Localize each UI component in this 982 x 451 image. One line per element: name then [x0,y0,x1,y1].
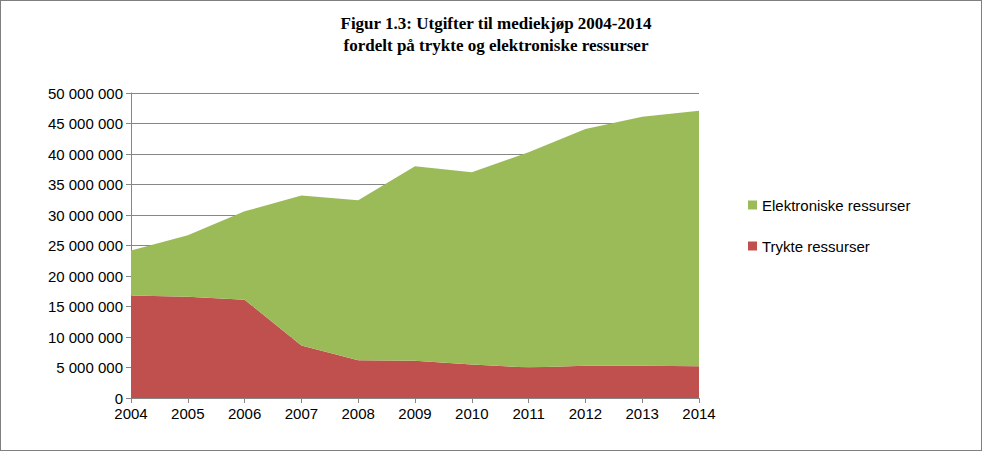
svg-text:15 000 000: 15 000 000 [48,298,123,315]
svg-text:Figur 1.3: Utgifter til mediek: Figur 1.3: Utgifter til mediekjøp 2004-2… [341,14,652,33]
svg-text:30 000 000: 30 000 000 [48,207,123,224]
svg-text:Elektroniske ressurser: Elektroniske ressurser [762,197,910,214]
svg-text:20 000 000: 20 000 000 [48,268,123,285]
svg-text:10 000 000: 10 000 000 [48,329,123,346]
svg-text:25 000 000: 25 000 000 [48,237,123,254]
svg-text:2014: 2014 [682,405,715,422]
svg-text:2008: 2008 [342,405,375,422]
svg-text:5 000 000: 5 000 000 [56,359,123,376]
svg-text:50 000 000: 50 000 000 [48,85,123,102]
svg-text:Trykte ressurser: Trykte ressurser [762,238,870,255]
svg-text:fordelt på trykte og elektroni: fordelt på trykte og elektroniske ressur… [344,36,649,55]
svg-text:2005: 2005 [171,405,204,422]
svg-text:2010: 2010 [455,405,488,422]
svg-text:2012: 2012 [569,405,602,422]
svg-text:2007: 2007 [285,405,318,422]
svg-text:40 000 000: 40 000 000 [48,146,123,163]
svg-text:2013: 2013 [626,405,659,422]
svg-text:2004: 2004 [114,405,147,422]
svg-text:2006: 2006 [228,405,261,422]
svg-text:2009: 2009 [398,405,431,422]
svg-text:35 000 000: 35 000 000 [48,176,123,193]
svg-text:45 000 000: 45 000 000 [48,115,123,132]
svg-text:2011: 2011 [512,405,544,422]
svg-text:0: 0 [115,390,123,407]
